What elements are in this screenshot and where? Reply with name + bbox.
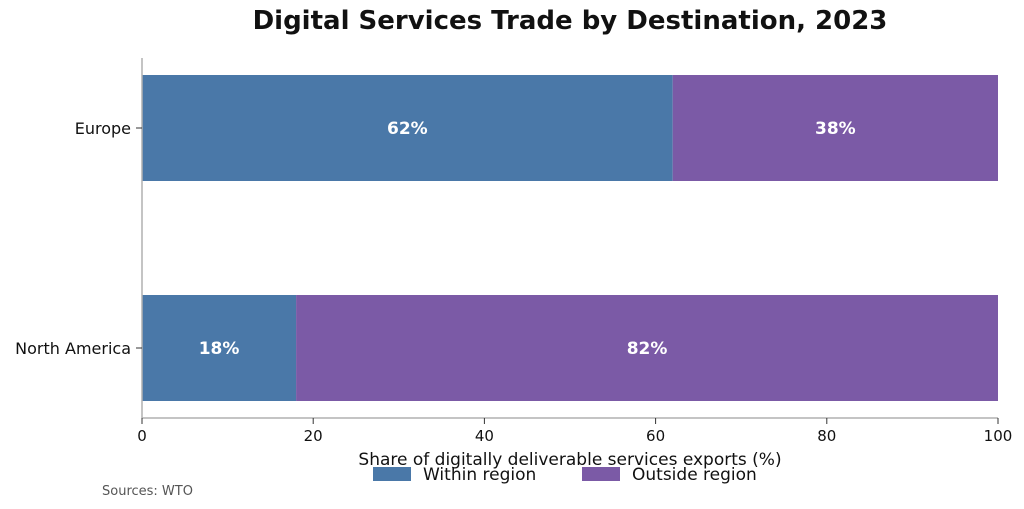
bars-group: 62% 38% 18% 82%	[142, 75, 999, 401]
x-tick-label: 0	[137, 427, 147, 445]
bar-value-label: 38%	[815, 119, 856, 139]
bar-europe-outside-region	[672, 75, 998, 181]
legend: Within region Outside region	[373, 465, 757, 485]
x-tick-label: 60	[646, 427, 665, 445]
bar-north-america-outside-region	[296, 295, 999, 401]
y-ticks: Europe North America	[15, 119, 142, 358]
legend-swatch	[373, 467, 411, 481]
x-tick-label: 100	[984, 427, 1013, 445]
x-tick-label: 20	[304, 427, 323, 445]
chart-title: Digital Services Trade by Destination, 2…	[252, 6, 888, 36]
y-tick-label: Europe	[75, 119, 131, 138]
bar-value-label: 62%	[387, 119, 428, 139]
x-tick-label: 40	[475, 427, 494, 445]
legend-label: Outside region	[632, 465, 757, 485]
legend-swatch	[582, 467, 620, 481]
bar-north-america-within-region	[142, 295, 297, 401]
bar-value-label: 18%	[199, 339, 240, 359]
x-tick-label: 80	[817, 427, 836, 445]
legend-label: Within region	[423, 465, 536, 485]
bar-europe-within-region	[142, 75, 673, 181]
x-axis-label: Share of digitally deliverable services …	[358, 450, 781, 470]
bar-value-label: 82%	[627, 339, 668, 359]
source-note: Sources: WTO	[102, 484, 193, 499]
y-tick-label: North America	[15, 339, 131, 358]
x-ticks: 0 20 40 60 80 100	[137, 418, 1012, 445]
